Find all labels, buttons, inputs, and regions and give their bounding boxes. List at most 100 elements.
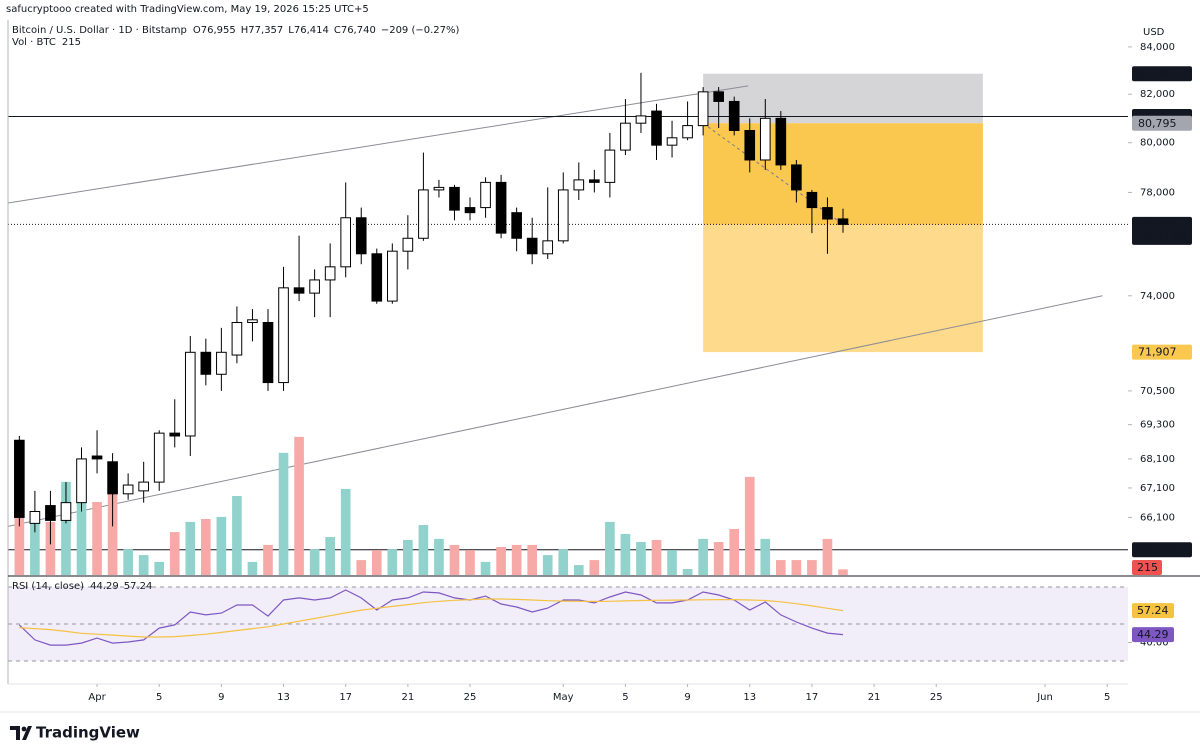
- candle-body: [200, 351, 212, 375]
- y-tick-label: 67,100: [1140, 483, 1175, 494]
- volume-bar: [30, 511, 40, 575]
- candle-body: [231, 321, 243, 356]
- candle-body: [449, 186, 460, 211]
- price-box-label: 82,862: [1138, 67, 1177, 80]
- rsi-tick-label: 40.00: [1140, 638, 1169, 649]
- candle-body: [138, 481, 149, 492]
- x-tick-label: 5: [156, 692, 162, 703]
- volume-bar: [247, 561, 258, 575]
- volume-bar: [573, 565, 584, 575]
- candle-body: [589, 179, 600, 183]
- stop-zone: [703, 73, 983, 124]
- countdown: 13:34:08: [1138, 230, 1187, 243]
- candle-body: [775, 117, 787, 166]
- volume-bar: [807, 560, 817, 575]
- volume-bar: [92, 502, 102, 575]
- x-tick-label: 5: [1104, 692, 1110, 703]
- candle-body: [371, 253, 383, 302]
- candle-body: [837, 218, 849, 225]
- volume-bar: [340, 488, 351, 575]
- volume-bar: [838, 569, 848, 575]
- ohlc-value: O76,955: [193, 25, 236, 36]
- x-tick-label: 25: [930, 692, 943, 703]
- rsi-value: 44.29: [90, 581, 119, 592]
- volume-bar: [698, 538, 708, 575]
- candle-body: [14, 439, 25, 518]
- candle-body: [464, 207, 476, 214]
- price-box-label: 80,795: [1138, 117, 1177, 130]
- volume-bar: [822, 538, 833, 575]
- candle-body: [433, 186, 445, 191]
- volume-bar: [558, 549, 569, 575]
- volume-bar: [760, 538, 771, 575]
- price-box: [1132, 344, 1192, 360]
- candle-body: [402, 237, 414, 252]
- candle-body: [262, 321, 274, 384]
- x-tick-label: 13: [277, 692, 290, 703]
- x-tick-label: 9: [684, 692, 690, 703]
- volume-bar: [713, 542, 724, 575]
- candle-body: [324, 266, 336, 281]
- y-tick-label: 80,000: [1140, 138, 1175, 149]
- candle-body: [495, 181, 507, 234]
- volume-bar: [216, 516, 227, 575]
- y-tick-label: 74,000: [1140, 291, 1175, 302]
- candle-body: [247, 319, 258, 323]
- volume-bar: [185, 521, 196, 575]
- volume-bar: [620, 533, 631, 575]
- candle-body: [122, 484, 134, 495]
- volume-bar: [278, 452, 289, 575]
- rsi-box-label: 57.24: [1137, 604, 1169, 617]
- candle-body: [713, 91, 724, 102]
- y-tick-label: 68,100: [1140, 454, 1175, 465]
- price-box-label: 65,022: [1138, 543, 1177, 556]
- y-tick-label: 84,000: [1140, 42, 1175, 53]
- y-tick-label: 82,000: [1140, 89, 1175, 100]
- ohlc-value: L76,414: [288, 25, 329, 36]
- overlay: TradingView Bitcoin / U.S. Dollar · 1D ·…: [0, 20, 1200, 742]
- volume-bar: [232, 495, 242, 575]
- volume-bar: [434, 538, 444, 575]
- price-box-label: 71,907: [1138, 346, 1177, 359]
- x-tick-label: 17: [339, 692, 352, 703]
- candle-body: [822, 207, 833, 220]
- candle-body: [107, 461, 118, 495]
- symbol: Bitcoin / U.S. Dollar · 1D · Bitstamp: [12, 25, 187, 36]
- candle-body: [526, 237, 538, 255]
- candle-body: [744, 129, 756, 161]
- volume-bar: [667, 550, 677, 575]
- rsi-box: [1132, 603, 1174, 619]
- price-box: [1132, 542, 1192, 558]
- volume-bar: [356, 560, 367, 575]
- price-box: [1132, 66, 1192, 82]
- y-tick-label: 66,100: [1140, 512, 1175, 523]
- entry-path: [702, 122, 844, 225]
- volume-bar: [403, 539, 413, 575]
- x-tick-label: Jun: [1036, 692, 1053, 703]
- price-box-label: 76,740: [1138, 218, 1177, 231]
- candle-body: [604, 149, 616, 183]
- volume-bar: [201, 519, 211, 575]
- volume-title: Vol · BTC: [12, 37, 56, 48]
- candle-body: [791, 164, 802, 191]
- volume-bar: [263, 544, 273, 575]
- volume-box: [1132, 560, 1162, 575]
- x-tick-label: May: [553, 692, 574, 703]
- volume-bar: [387, 549, 398, 575]
- ohlc-value: C76,740: [334, 25, 376, 36]
- candle-body: [76, 458, 87, 504]
- y-tick-label: 70,500: [1140, 386, 1175, 397]
- candle-body: [60, 502, 72, 521]
- candle-body: [340, 217, 352, 268]
- candle-body: [620, 122, 631, 151]
- brand-logo: [10, 726, 32, 740]
- volume-bar: [511, 544, 522, 575]
- candle-body: [511, 212, 522, 239]
- candle-body: [557, 189, 569, 242]
- candle-body: [91, 455, 103, 460]
- volume-bar: [45, 521, 56, 575]
- candle-body: [697, 91, 709, 127]
- rsi-line: [18, 589, 844, 646]
- volume-bar: [776, 560, 786, 575]
